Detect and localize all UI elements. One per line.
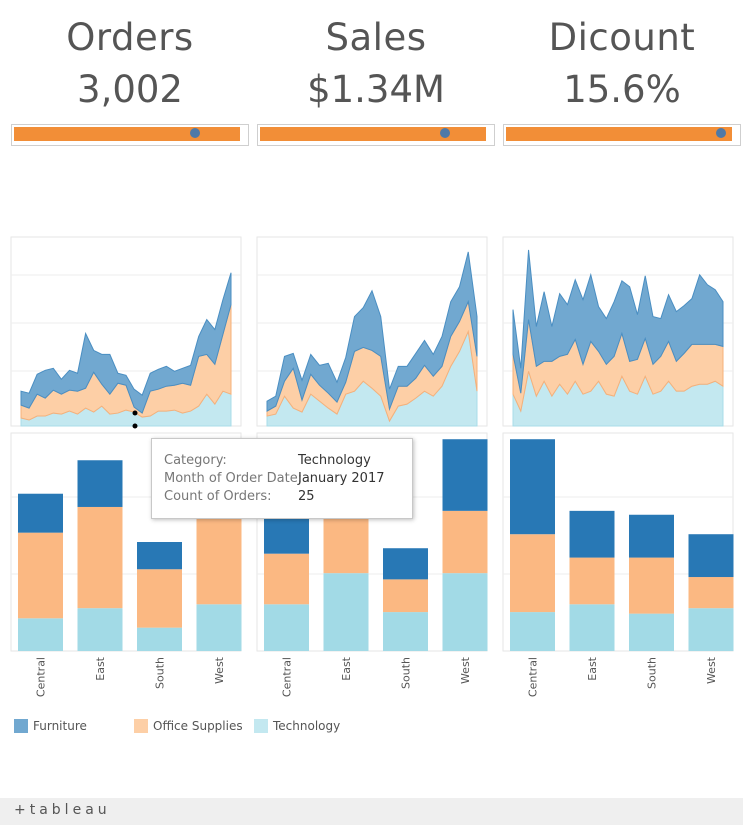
- bar-furniture-central[interactable]: [18, 493, 63, 533]
- kpi-value: 15.6%: [563, 68, 681, 111]
- bar-technology-south[interactable]: [383, 612, 428, 651]
- kpi-progress-marker: [440, 128, 451, 138]
- tooltip-row-count: Count of Orders: 25: [164, 489, 404, 507]
- x-tick-label: South: [154, 657, 167, 689]
- x-tick-label: West: [213, 656, 226, 684]
- area-series-furniture[interactable]: [20, 272, 232, 414]
- kpi-orders: Orders 3,002: [10, 0, 250, 150]
- bar-technology-south[interactable]: [137, 627, 182, 651]
- kpi-progress-fill: [14, 127, 240, 141]
- bar-furniture-west[interactable]: [442, 439, 488, 511]
- bar-technology-central[interactable]: [18, 618, 63, 651]
- tooltip-value: 25: [298, 489, 315, 504]
- kpi-value: 3,002: [77, 68, 183, 111]
- bar-furniture-east[interactable]: [77, 460, 123, 507]
- tooltip-label: Category:: [164, 453, 227, 468]
- x-tick-label: South: [400, 657, 413, 689]
- x-tick-label: West: [459, 656, 472, 684]
- furniture-swatch: [14, 719, 28, 733]
- kpi-title: Dicount: [548, 16, 696, 59]
- bar-technology-west[interactable]: [688, 608, 734, 651]
- kpi-progress-track: [11, 124, 249, 146]
- bar-technology-west[interactable]: [196, 604, 242, 651]
- tooltip-value: January 2017: [298, 471, 385, 486]
- kpi-title: Orders: [66, 16, 194, 59]
- bar-furniture-east[interactable]: [569, 510, 615, 558]
- legend-label: Technology: [273, 719, 341, 733]
- x-tick-label: West: [705, 656, 718, 684]
- charts-canvas: Central East South West Central East South West…: [10, 236, 734, 697]
- legend-item-technology[interactable]: Technology: [254, 719, 340, 733]
- footer-bar: +tableau: [0, 798, 743, 825]
- tooltip-row-category: Category: Technology: [164, 453, 404, 471]
- bar-technology-south[interactable]: [629, 613, 674, 651]
- bar-office-supplies-west[interactable]: [688, 577, 734, 609]
- legend-label: Furniture: [33, 719, 87, 733]
- bar-furniture-central[interactable]: [510, 439, 555, 535]
- tooltip-label: Month of Order Date:: [164, 471, 303, 486]
- bar-furniture-south[interactable]: [629, 514, 674, 558]
- kpi-value: $1.34M: [307, 68, 445, 111]
- legend-item-furniture[interactable]: Furniture: [14, 719, 87, 733]
- legend-label: Office Supplies: [153, 719, 243, 733]
- kpi-discount: Dicount 15.6%: [502, 0, 742, 150]
- bar-furniture-south[interactable]: [383, 548, 428, 580]
- kpi-sales: Sales $1.34M: [256, 0, 496, 150]
- kpi-progress-marker: [189, 128, 200, 138]
- bar-office-supplies-east[interactable]: [77, 506, 123, 609]
- x-tick-label: South: [646, 657, 659, 689]
- kpi-progress-fill: [506, 127, 732, 141]
- bar-office-supplies-south[interactable]: [137, 569, 182, 628]
- tooltip-label: Count of Orders:: [164, 489, 272, 504]
- x-tick-label: East: [586, 656, 599, 680]
- bar-technology-east[interactable]: [77, 608, 123, 651]
- office-supplies-swatch: [134, 719, 148, 733]
- bar-technology-east[interactable]: [569, 604, 615, 651]
- kpi-progress-track: [257, 124, 495, 146]
- bar-office-supplies-west[interactable]: [442, 510, 488, 574]
- bar-office-supplies-south[interactable]: [629, 557, 674, 614]
- bar-technology-central[interactable]: [264, 604, 309, 651]
- kpi-progress-fill: [260, 127, 486, 141]
- hover-marker: [132, 410, 138, 416]
- area-series-furniture[interactable]: [266, 251, 478, 412]
- bar-furniture-south[interactable]: [137, 542, 182, 570]
- bar-office-supplies-west[interactable]: [196, 510, 242, 605]
- bar-office-supplies-east[interactable]: [323, 510, 369, 574]
- bar-office-supplies-east[interactable]: [569, 557, 615, 605]
- x-tick-label: Central: [527, 657, 540, 697]
- bar-technology-east[interactable]: [323, 573, 369, 651]
- x-tick-label: East: [94, 656, 107, 680]
- kpi-progress-track: [503, 124, 741, 146]
- bar-office-supplies-central[interactable]: [510, 534, 555, 613]
- legend-item-office-supplies[interactable]: Office Supplies: [134, 719, 243, 733]
- bar-technology-central[interactable]: [510, 612, 555, 651]
- x-tick-label: Central: [35, 657, 48, 697]
- hover-marker: [132, 423, 138, 429]
- bar-furniture-west[interactable]: [688, 534, 734, 578]
- bar-office-supplies-central[interactable]: [18, 532, 63, 619]
- x-tick-label: East: [340, 656, 353, 680]
- kpi-progress-marker: [715, 128, 726, 138]
- tableau-logo[interactable]: +tableau: [14, 802, 111, 818]
- technology-swatch: [254, 719, 268, 733]
- bar-office-supplies-south[interactable]: [383, 579, 428, 613]
- chart-tooltip: Category: Technology Month of Order Date…: [151, 438, 413, 519]
- kpi-title: Sales: [325, 16, 427, 59]
- tooltip-row-month: Month of Order Date: January 2017: [164, 471, 404, 489]
- area-series-furniture[interactable]: [512, 249, 724, 394]
- x-tick-label: Central: [281, 657, 294, 697]
- bar-office-supplies-central[interactable]: [264, 553, 309, 605]
- bar-technology-west[interactable]: [442, 573, 488, 651]
- tooltip-value: Technology: [298, 453, 371, 468]
